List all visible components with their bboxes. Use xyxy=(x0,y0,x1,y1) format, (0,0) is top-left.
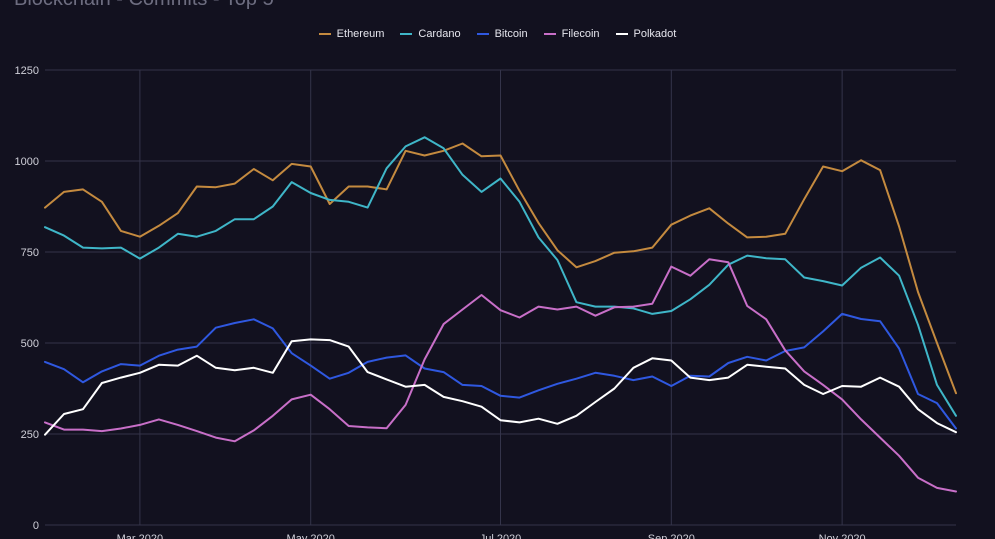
legend-swatch xyxy=(476,33,489,35)
legend-label: Polkadot xyxy=(633,28,677,40)
x-tick-label: Jul 2020 xyxy=(480,533,522,539)
legend-label: Bitcoin xyxy=(494,28,528,40)
y-tick-label: 1250 xyxy=(15,65,39,77)
legend-swatch xyxy=(400,33,413,35)
y-tick-label: 500 xyxy=(21,338,39,350)
legend-item-ethereum[interactable]: Ethereum xyxy=(318,28,385,40)
y-tick-label: 1000 xyxy=(15,156,39,168)
y-tick-label: 0 xyxy=(33,520,39,532)
series-line-bitcoin xyxy=(44,312,957,430)
series-line-filecoin xyxy=(44,258,957,493)
y-tick-label: 250 xyxy=(21,429,39,441)
x-tick-label: May 2020 xyxy=(287,533,335,539)
legend-item-polkadot[interactable]: Polkadot xyxy=(615,28,677,40)
legend-item-bitcoin[interactable]: Bitcoin xyxy=(476,28,528,40)
y-tick-label: 750 xyxy=(21,247,39,259)
chart-legend: Ethereum Cardano Bitcoin Filecoin Polkadot xyxy=(0,28,995,40)
legend-swatch xyxy=(543,33,556,35)
chart-title: Blockchain - Commits - Top 5 xyxy=(14,0,274,11)
series-line-cardano xyxy=(44,136,957,417)
legend-label: Cardano xyxy=(418,28,461,40)
legend-label: Ethereum xyxy=(336,28,385,40)
legend-swatch xyxy=(318,33,331,35)
x-tick-label: Nov 2020 xyxy=(819,533,866,539)
legend-label: Filecoin xyxy=(561,28,600,40)
legend-item-filecoin[interactable]: Filecoin xyxy=(543,28,600,40)
series-line-ethereum xyxy=(44,142,957,395)
x-tick-label: Sep 2020 xyxy=(648,533,695,539)
series-line-polkadot xyxy=(44,338,957,436)
legend-swatch xyxy=(615,33,628,35)
x-tick-label: Mar 2020 xyxy=(117,533,163,539)
legend-item-cardano[interactable]: Cardano xyxy=(400,28,461,40)
